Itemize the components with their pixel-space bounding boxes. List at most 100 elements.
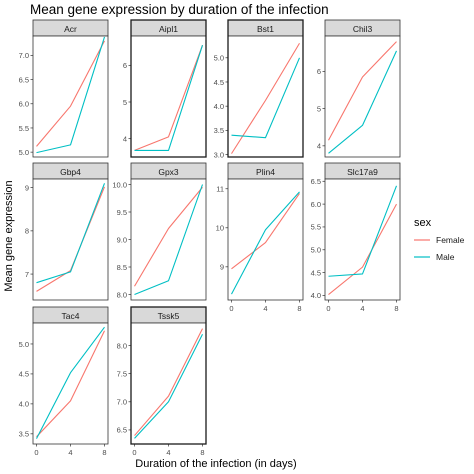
facet-strip-label: Plin4 xyxy=(256,167,275,177)
panel-frame xyxy=(32,178,109,301)
facet-strip-label: Tssk5 xyxy=(158,311,180,321)
legend: sex Female Male xyxy=(414,217,465,262)
series-line-female xyxy=(36,330,105,438)
y-tick-label: 6.5 xyxy=(19,75,29,84)
legend-title: sex xyxy=(414,217,432,229)
y-tick-label: 3.0 xyxy=(214,150,224,159)
y-tick-label: 6 xyxy=(317,67,321,76)
y-tick-label: 7 xyxy=(25,270,29,279)
facet-panel-aipl1: Aipl1 4 5 6 xyxy=(123,19,207,158)
x-tick-label: 8 xyxy=(102,448,106,457)
y-tick-label: 5.5 xyxy=(311,223,321,232)
legend-items: Female Male xyxy=(414,235,465,262)
panel-highlight-border xyxy=(227,19,304,158)
x-tick-label: 8 xyxy=(200,448,204,457)
y-tick-label: 8 xyxy=(25,227,29,236)
y-tick-label: 6 xyxy=(123,61,127,70)
y-tick-label: 9 xyxy=(220,263,224,272)
facet-panel-slc17a9: Slc17a9 4.0 4.5 5.0 5.5 6.0 6.5 0 4 8 xyxy=(311,162,401,313)
series-line-male xyxy=(328,185,398,277)
facet-strip-label: Chil3 xyxy=(353,24,373,34)
facet-strip-label: Bst1 xyxy=(257,24,274,34)
y-tick-label: 4.0 xyxy=(214,102,224,111)
y-tick-label: 4.0 xyxy=(311,291,321,300)
y-tick-label: 5.0 xyxy=(19,340,29,349)
facet-strip-label: Gbp4 xyxy=(60,167,81,177)
panel-highlight-border xyxy=(130,306,207,445)
x-tick-label: 8 xyxy=(394,304,398,313)
y-tick-label: 11 xyxy=(216,185,224,194)
facet-strip-label: Tac4 xyxy=(62,311,80,321)
legend-label: Male xyxy=(436,252,455,262)
series-line-male xyxy=(134,184,204,296)
y-tick-label: 9.5 xyxy=(117,208,127,217)
x-tick-label: 4 xyxy=(360,304,364,313)
facet-strip-label: Aipl1 xyxy=(159,24,178,34)
facet-panel-chil3: Chil3 4 5 6 xyxy=(317,19,401,158)
series-line-male xyxy=(36,326,105,439)
panel-frame xyxy=(227,178,304,301)
series-line-male xyxy=(231,57,301,139)
y-tick-label: 8.0 xyxy=(117,341,127,350)
panel-frame xyxy=(32,322,109,445)
y-tick-label: 6.5 xyxy=(117,426,127,435)
y-tick-label: 6.0 xyxy=(311,200,321,209)
y-tick-label: 7.5 xyxy=(117,369,127,378)
y-tick-label: 7.0 xyxy=(117,398,127,407)
x-tick-label: 4 xyxy=(68,448,72,457)
y-tick-label: 6.0 xyxy=(19,100,29,109)
series-line-male xyxy=(328,50,398,154)
series-line-female xyxy=(134,44,204,151)
y-tick-label: 9.0 xyxy=(117,235,127,244)
y-tick-label: 5.0 xyxy=(214,54,224,63)
y-tick-label: 6.5 xyxy=(311,177,321,186)
facet-panel-bst1: Bst1 3.0 3.5 4.0 4.5 5.0 xyxy=(214,19,304,159)
series-line-male xyxy=(36,183,106,284)
series-line-female xyxy=(328,41,397,141)
legend-label: Female xyxy=(436,235,465,245)
y-tick-label: 5.0 xyxy=(19,148,29,157)
series-line-male xyxy=(36,36,106,154)
panel-frame xyxy=(227,35,304,158)
legend-item-male: Male xyxy=(414,252,455,262)
x-tick-label: 8 xyxy=(297,304,301,313)
x-axis-label: Duration of the infection (in days) xyxy=(135,458,296,470)
y-tick-label: 5 xyxy=(317,104,321,113)
panel-frame xyxy=(32,35,109,158)
y-tick-label: 9 xyxy=(25,183,29,192)
facet-panel-tac4: Tac4 3.5 4.0 4.5 5.0 0 4 8 xyxy=(19,306,109,457)
series-line-male xyxy=(134,45,204,151)
chart-title: Mean gene expression by duration of the … xyxy=(30,2,329,17)
panel-highlight-border xyxy=(130,19,207,158)
x-tick-label: 0 xyxy=(229,304,233,313)
facet-strip-label: Gpx3 xyxy=(158,167,179,177)
x-tick-label: 0 xyxy=(132,448,136,457)
series-line-female xyxy=(134,328,203,436)
y-tick-label: 5.5 xyxy=(19,124,29,133)
panel-frame xyxy=(130,35,207,158)
y-tick-label: 7.0 xyxy=(19,51,29,60)
x-tick-label: 4 xyxy=(263,304,267,313)
panel-frame xyxy=(324,178,401,301)
facet-panels: Acr 5.0 5.5 6.0 6.5 7.0 Aipl1 4 5 6 Bst1 3.0 3.5 4.0 4… xyxy=(19,19,401,457)
y-axis-label: Mean gene expression xyxy=(3,180,15,291)
legend-item-female: Female xyxy=(414,235,465,245)
x-tick-label: 0 xyxy=(34,448,38,457)
panel-frame xyxy=(324,35,401,158)
y-tick-label: 3.5 xyxy=(19,430,29,439)
y-tick-label: 10.0 xyxy=(112,180,127,189)
facet-panel-plin4: Plin4 9 10 11 0 4 8 xyxy=(216,162,304,313)
y-tick-label: 5.0 xyxy=(311,246,321,255)
series-line-female xyxy=(134,186,203,287)
x-tick-label: 0 xyxy=(326,304,330,313)
y-tick-label: 3.5 xyxy=(214,126,224,135)
y-tick-label: 4 xyxy=(317,142,321,151)
y-tick-label: 8.0 xyxy=(117,290,127,299)
y-tick-label: 5 xyxy=(123,98,127,107)
facet-strip-label: Acr xyxy=(64,24,77,34)
facet-panel-gbp4: Gbp4 7 8 9 xyxy=(25,162,109,301)
panel-frame xyxy=(130,322,207,445)
facet-panel-tssk5: Tssk5 6.5 7.0 7.5 8.0 0 4 8 xyxy=(117,306,207,457)
y-tick-label: 4.5 xyxy=(19,370,29,379)
